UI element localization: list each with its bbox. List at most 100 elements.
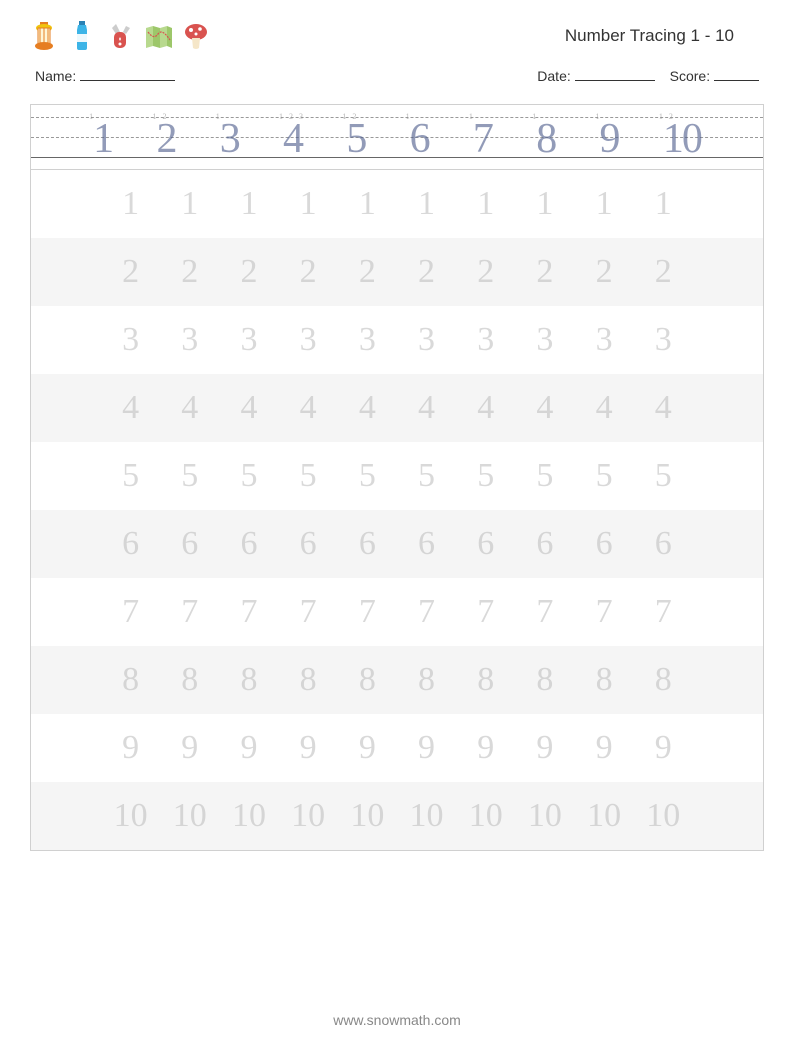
trace-number[interactable]: 4 <box>520 389 570 427</box>
trace-number[interactable]: 1 <box>461 185 511 223</box>
trace-number[interactable]: 8 <box>579 661 629 699</box>
trace-number[interactable]: 5 <box>638 457 688 495</box>
trace-number[interactable]: 2 <box>106 253 156 291</box>
date-blank[interactable] <box>575 67 655 81</box>
trace-number[interactable]: 9 <box>283 729 333 767</box>
trace-number[interactable]: 7 <box>461 593 511 631</box>
trace-number[interactable]: 8 <box>165 661 215 699</box>
trace-number[interactable]: 5 <box>579 457 629 495</box>
trace-number[interactable]: 1 <box>579 185 629 223</box>
trace-number[interactable]: 9 <box>402 729 452 767</box>
trace-number[interactable]: 6 <box>579 525 629 563</box>
trace-number[interactable]: 9 <box>579 729 629 767</box>
trace-number[interactable]: 8 <box>224 661 274 699</box>
trace-number[interactable]: 6 <box>106 525 156 563</box>
trace-number[interactable]: 5 <box>402 457 452 495</box>
trace-number[interactable]: 2 <box>165 253 215 291</box>
trace-number[interactable]: 2 <box>224 253 274 291</box>
trace-number[interactable]: 3 <box>224 321 274 359</box>
trace-number[interactable]: 5 <box>106 457 156 495</box>
trace-number[interactable]: 5 <box>461 457 511 495</box>
trace-number[interactable]: 3 <box>165 321 215 359</box>
trace-number[interactable]: 3 <box>638 321 688 359</box>
trace-number[interactable]: 7 <box>638 593 688 631</box>
trace-number[interactable]: 5 <box>342 457 392 495</box>
trace-number[interactable]: 1 <box>106 185 156 223</box>
trace-number[interactable]: 9 <box>224 729 274 767</box>
trace-number[interactable]: 3 <box>402 321 452 359</box>
trace-number[interactable]: 1 <box>520 185 570 223</box>
trace-number[interactable]: 4 <box>165 389 215 427</box>
trace-number[interactable]: 8 <box>283 661 333 699</box>
trace-number[interactable]: 1 <box>342 185 392 223</box>
trace-number[interactable]: 10 <box>165 797 215 835</box>
trace-number[interactable]: 2 <box>461 253 511 291</box>
trace-number[interactable]: 6 <box>461 525 511 563</box>
trace-number[interactable]: 9 <box>461 729 511 767</box>
trace-number[interactable]: 8 <box>520 661 570 699</box>
trace-number[interactable]: 4 <box>461 389 511 427</box>
trace-number[interactable]: 7 <box>579 593 629 631</box>
trace-number[interactable]: 1 <box>165 185 215 223</box>
trace-number[interactable]: 10 <box>579 797 629 835</box>
name-blank[interactable] <box>80 67 175 81</box>
score-blank[interactable] <box>714 67 759 81</box>
trace-number[interactable]: 4 <box>106 389 156 427</box>
trace-number[interactable]: 9 <box>165 729 215 767</box>
trace-number[interactable]: 5 <box>520 457 570 495</box>
trace-number[interactable]: 1 <box>283 185 333 223</box>
trace-number[interactable]: 9 <box>520 729 570 767</box>
trace-number[interactable]: 2 <box>283 253 333 291</box>
trace-number[interactable]: 4 <box>579 389 629 427</box>
trace-number[interactable]: 6 <box>520 525 570 563</box>
trace-number[interactable]: 7 <box>283 593 333 631</box>
trace-number[interactable]: 6 <box>342 525 392 563</box>
trace-number[interactable]: 7 <box>106 593 156 631</box>
trace-number[interactable]: 10 <box>461 797 511 835</box>
trace-number[interactable]: 4 <box>402 389 452 427</box>
trace-number[interactable]: 2 <box>638 253 688 291</box>
trace-number[interactable]: 3 <box>342 321 392 359</box>
trace-number[interactable]: 8 <box>106 661 156 699</box>
trace-number[interactable]: 10 <box>224 797 274 835</box>
trace-number[interactable]: 6 <box>638 525 688 563</box>
trace-number[interactable]: 1 <box>224 185 274 223</box>
trace-number[interactable]: 4 <box>342 389 392 427</box>
trace-number[interactable]: 8 <box>638 661 688 699</box>
trace-number[interactable]: 3 <box>579 321 629 359</box>
trace-number[interactable]: 7 <box>224 593 274 631</box>
trace-number[interactable]: 5 <box>165 457 215 495</box>
trace-number[interactable]: 10 <box>106 797 156 835</box>
trace-number[interactable]: 9 <box>342 729 392 767</box>
trace-number[interactable]: 6 <box>402 525 452 563</box>
trace-number[interactable]: 5 <box>224 457 274 495</box>
trace-number[interactable]: 8 <box>342 661 392 699</box>
trace-number[interactable]: 10 <box>638 797 688 835</box>
trace-number[interactable]: 1 <box>638 185 688 223</box>
trace-number[interactable]: 5 <box>283 457 333 495</box>
trace-number[interactable]: 9 <box>106 729 156 767</box>
trace-number[interactable]: 4 <box>638 389 688 427</box>
trace-number[interactable]: 7 <box>520 593 570 631</box>
trace-number[interactable]: 10 <box>283 797 333 835</box>
trace-number[interactable]: 8 <box>461 661 511 699</box>
trace-number[interactable]: 3 <box>106 321 156 359</box>
trace-number[interactable]: 6 <box>283 525 333 563</box>
trace-number[interactable]: 9 <box>638 729 688 767</box>
trace-number[interactable]: 6 <box>165 525 215 563</box>
trace-number[interactable]: 10 <box>402 797 452 835</box>
trace-number[interactable]: 3 <box>520 321 570 359</box>
trace-number[interactable]: 7 <box>402 593 452 631</box>
trace-number[interactable]: 2 <box>342 253 392 291</box>
trace-number[interactable]: 2 <box>579 253 629 291</box>
trace-number[interactable]: 6 <box>224 525 274 563</box>
trace-number[interactable]: 3 <box>461 321 511 359</box>
trace-number[interactable]: 7 <box>342 593 392 631</box>
trace-number[interactable]: 7 <box>165 593 215 631</box>
trace-number[interactable]: 4 <box>224 389 274 427</box>
trace-number[interactable]: 3 <box>283 321 333 359</box>
trace-number[interactable]: 10 <box>520 797 570 835</box>
trace-number[interactable]: 4 <box>283 389 333 427</box>
trace-number[interactable]: 2 <box>520 253 570 291</box>
trace-number[interactable]: 1 <box>402 185 452 223</box>
